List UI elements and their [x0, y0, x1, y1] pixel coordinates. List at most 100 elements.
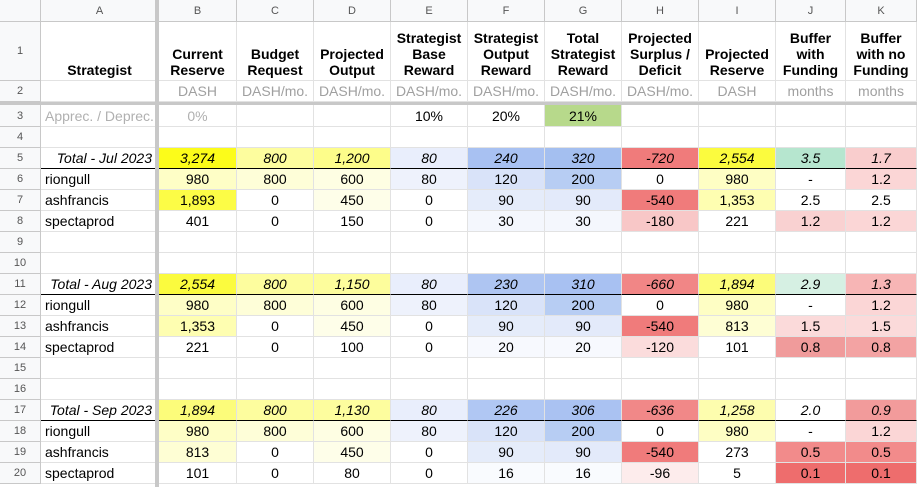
total-row-cell[interactable]: 2.0 — [776, 400, 846, 421]
unit-cell[interactable] — [41, 81, 159, 102]
data-cell[interactable]: 1.2 — [846, 169, 917, 190]
unit-cell[interactable]: DASH — [159, 81, 237, 102]
data-cell[interactable]: 120 — [468, 421, 545, 442]
data-cell[interactable]: 450 — [314, 442, 391, 463]
header-cell[interactable]: Strategist Base Reward — [391, 22, 468, 81]
data-cell[interactable]: 813 — [699, 316, 776, 337]
total-label[interactable]: Total - Sep 2023 — [41, 400, 159, 421]
empty-cell[interactable] — [159, 232, 237, 253]
data-cell[interactable]: 0 — [237, 337, 314, 358]
empty-cell[interactable] — [699, 232, 776, 253]
empty-cell[interactable] — [159, 379, 237, 400]
empty-cell[interactable] — [314, 253, 391, 274]
total-row-cell[interactable]: 1,894 — [699, 274, 776, 295]
rate-cell[interactable] — [237, 105, 314, 127]
header-cell[interactable]: Strategist Output Reward — [468, 22, 545, 81]
empty-cell[interactable] — [699, 253, 776, 274]
header-cell[interactable]: Projected Reserve — [699, 22, 776, 81]
data-cell[interactable]: 90 — [545, 190, 622, 211]
empty-cell[interactable] — [776, 253, 846, 274]
data-cell[interactable]: 0.5 — [846, 442, 917, 463]
empty-cell[interactable] — [699, 379, 776, 400]
rate-cell[interactable] — [846, 105, 917, 127]
data-cell[interactable]: 221 — [699, 211, 776, 232]
empty-cell[interactable] — [699, 358, 776, 379]
data-cell[interactable]: 1.2 — [776, 211, 846, 232]
data-cell[interactable]: -96 — [622, 463, 699, 484]
data-cell[interactable]: 1.5 — [776, 316, 846, 337]
empty-cell[interactable] — [776, 127, 846, 148]
data-cell[interactable]: 1,353 — [159, 316, 237, 337]
data-cell[interactable]: 120 — [468, 169, 545, 190]
data-cell[interactable]: -540 — [622, 442, 699, 463]
data-cell[interactable]: -540 — [622, 316, 699, 337]
data-cell[interactable]: 0 — [391, 211, 468, 232]
data-cell[interactable]: 0 — [237, 211, 314, 232]
data-cell[interactable]: 600 — [314, 421, 391, 442]
header-cell[interactable]: Current Reserve — [159, 22, 237, 81]
data-cell[interactable]: 1.2 — [846, 295, 917, 316]
column-header-g[interactable]: G — [545, 0, 622, 22]
header-cell[interactable]: Total Strategist Reward — [545, 22, 622, 81]
data-cell[interactable]: -120 — [622, 337, 699, 358]
data-cell[interactable]: 1,353 — [699, 190, 776, 211]
data-cell[interactable]: 1.2 — [846, 211, 917, 232]
header-cell[interactable]: Buffer with Funding — [776, 22, 846, 81]
unit-cell[interactable]: DASH — [699, 81, 776, 102]
rate-cell[interactable] — [776, 105, 846, 127]
row-header-12[interactable]: 12 — [0, 295, 41, 316]
data-cell[interactable]: 980 — [699, 295, 776, 316]
empty-cell[interactable] — [545, 253, 622, 274]
empty-cell[interactable] — [159, 253, 237, 274]
empty-cell[interactable] — [846, 379, 917, 400]
data-cell[interactable]: 0 — [237, 190, 314, 211]
empty-cell[interactable] — [41, 127, 159, 148]
data-cell[interactable]: 0.1 — [846, 463, 917, 484]
row-header-13[interactable]: 13 — [0, 316, 41, 337]
total-row-cell[interactable]: 1.7 — [846, 148, 917, 169]
header-cell[interactable]: Budget Request — [237, 22, 314, 81]
data-cell[interactable]: 0 — [237, 442, 314, 463]
empty-cell[interactable] — [391, 253, 468, 274]
unit-cell[interactable]: DASH/mo. — [468, 81, 545, 102]
total-row-cell[interactable]: 800 — [237, 400, 314, 421]
row-header-18[interactable]: 18 — [0, 421, 41, 442]
row-header-9[interactable]: 9 — [0, 232, 41, 253]
empty-cell[interactable] — [846, 358, 917, 379]
empty-cell[interactable] — [314, 358, 391, 379]
data-cell[interactable]: 16 — [468, 463, 545, 484]
total-row-cell[interactable]: 306 — [545, 400, 622, 421]
header-cell[interactable]: Projected Output — [314, 22, 391, 81]
data-cell[interactable]: 5 — [699, 463, 776, 484]
empty-cell[interactable] — [314, 379, 391, 400]
data-cell[interactable]: 980 — [699, 421, 776, 442]
rate-cell[interactable]: Apprec. / Deprec. — [41, 105, 159, 127]
data-cell[interactable]: - — [776, 421, 846, 442]
unit-cell[interactable]: DASH/mo. — [622, 81, 699, 102]
total-row-cell[interactable]: -720 — [622, 148, 699, 169]
unit-cell[interactable]: DASH/mo. — [391, 81, 468, 102]
total-row-cell[interactable]: 1,130 — [314, 400, 391, 421]
unit-cell[interactable]: months — [776, 81, 846, 102]
empty-cell[interactable] — [314, 127, 391, 148]
data-cell[interactable]: 80 — [391, 421, 468, 442]
empty-cell[interactable] — [468, 232, 545, 253]
data-cell[interactable]: 800 — [237, 169, 314, 190]
unit-cell[interactable]: DASH/mo. — [545, 81, 622, 102]
select-all-corner[interactable] — [0, 0, 41, 22]
empty-cell[interactable] — [776, 379, 846, 400]
data-cell[interactable]: 980 — [159, 421, 237, 442]
row-header-15[interactable]: 15 — [0, 358, 41, 379]
total-row-cell[interactable]: -636 — [622, 400, 699, 421]
row-header-11[interactable]: 11 — [0, 274, 41, 295]
row-header-16[interactable]: 16 — [0, 379, 41, 400]
data-cell[interactable]: 90 — [545, 316, 622, 337]
row-header-3[interactable]: 3 — [0, 105, 41, 127]
data-cell[interactable]: 600 — [314, 295, 391, 316]
data-cell[interactable]: 80 — [391, 295, 468, 316]
empty-cell[interactable] — [468, 358, 545, 379]
empty-cell[interactable] — [776, 358, 846, 379]
data-cell[interactable]: 30 — [545, 211, 622, 232]
column-header-k[interactable]: K — [846, 0, 917, 22]
